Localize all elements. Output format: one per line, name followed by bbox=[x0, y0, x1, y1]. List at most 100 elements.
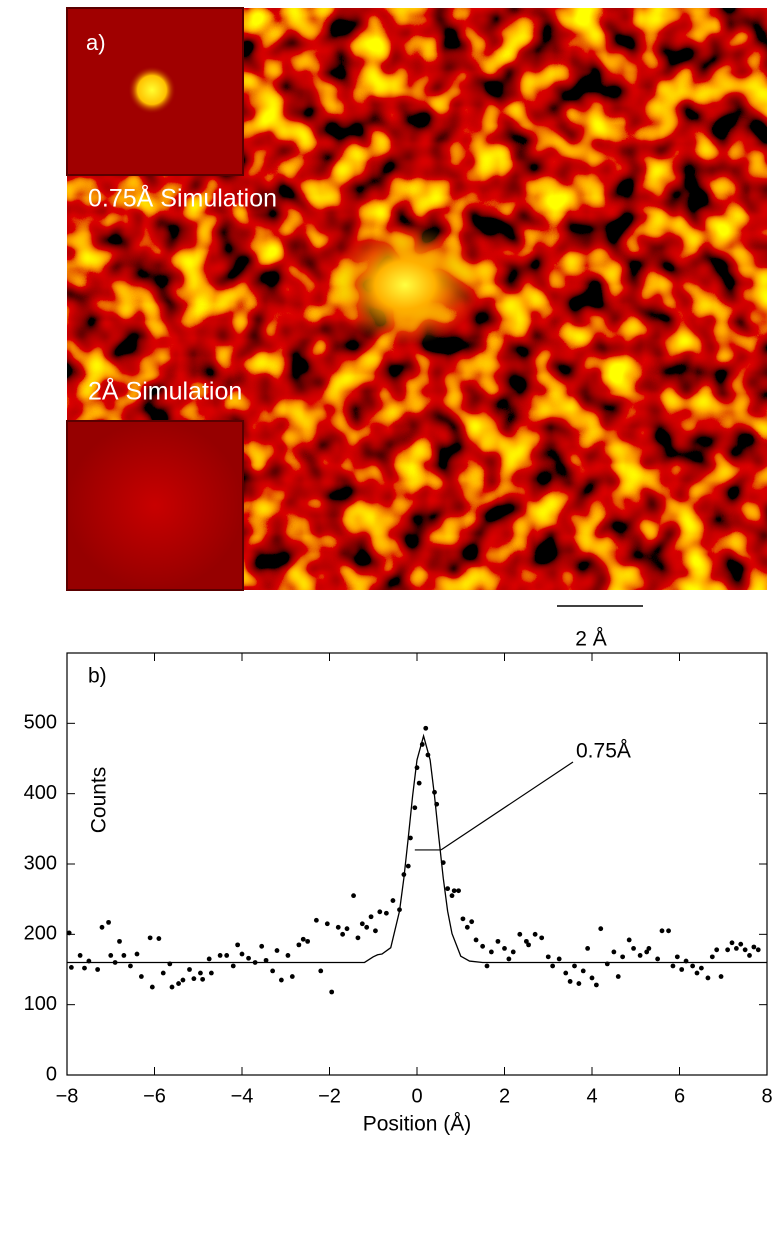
plot: −8 −6 −4 −2 0 2 4 6 8 0 100 200 300 400 500 Position (Å… bbox=[24, 652, 773, 1136]
data-point bbox=[390, 898, 396, 903]
data-point bbox=[289, 974, 295, 979]
data-point bbox=[335, 924, 341, 930]
data-point bbox=[313, 917, 319, 923]
data-point bbox=[138, 974, 144, 979]
data-point bbox=[246, 955, 251, 961]
data-point bbox=[300, 936, 306, 942]
data-point bbox=[351, 893, 356, 899]
data-point bbox=[191, 976, 197, 982]
data-point bbox=[593, 982, 599, 988]
data-point bbox=[473, 937, 479, 943]
x-tick-label: 6 bbox=[674, 1085, 685, 1107]
data-point bbox=[373, 928, 378, 934]
data-point bbox=[217, 953, 223, 958]
x-tick-label: −4 bbox=[231, 1085, 254, 1107]
y-tick-label: 400 bbox=[24, 782, 57, 804]
data-point bbox=[66, 930, 72, 936]
data-point bbox=[359, 921, 365, 927]
data-point bbox=[99, 924, 105, 930]
data-point bbox=[510, 949, 516, 955]
inset-bottom-label: 2Å Simulation bbox=[88, 376, 242, 406]
data-point bbox=[340, 931, 346, 937]
data-point bbox=[285, 953, 291, 958]
data-point bbox=[698, 965, 704, 971]
scale-bar-label: 2 Å bbox=[575, 628, 607, 651]
data-point bbox=[147, 935, 153, 941]
inset-dot bbox=[128, 66, 176, 114]
data-point bbox=[383, 910, 389, 916]
data-point bbox=[95, 967, 101, 972]
data-point bbox=[532, 931, 538, 937]
x-tick-label: 0 bbox=[411, 1085, 422, 1107]
data-point bbox=[615, 974, 621, 979]
data-point bbox=[539, 935, 545, 941]
data-point bbox=[344, 926, 350, 932]
data-point bbox=[585, 946, 591, 951]
data-point bbox=[464, 924, 470, 930]
data-point bbox=[502, 946, 507, 951]
data-point bbox=[121, 953, 127, 958]
data-point bbox=[655, 956, 661, 962]
data-point bbox=[506, 956, 512, 962]
data-point bbox=[187, 967, 192, 972]
data-point bbox=[576, 981, 582, 986]
data-point bbox=[423, 725, 429, 731]
data-point bbox=[82, 965, 87, 971]
data-point bbox=[278, 977, 284, 983]
y-tick-label: 100 bbox=[24, 993, 57, 1015]
data-point bbox=[709, 954, 715, 960]
data-point bbox=[567, 979, 573, 984]
data-point bbox=[460, 916, 466, 922]
data-point bbox=[77, 953, 83, 958]
inset-top-label: 0.75Å Simulation bbox=[88, 183, 277, 213]
data-point bbox=[523, 938, 529, 944]
y-tick-label: 0 bbox=[46, 1063, 57, 1085]
data-point bbox=[169, 984, 175, 990]
data-point bbox=[416, 780, 422, 786]
data-point bbox=[670, 963, 676, 969]
image-panel: a) 0.75Å Simulation 2Å Simulation 2 Å bbox=[66, 7, 767, 651]
data-point bbox=[180, 977, 186, 983]
data-point bbox=[714, 947, 720, 953]
data-point bbox=[449, 893, 455, 899]
data-point bbox=[198, 970, 203, 976]
data-point bbox=[239, 951, 245, 957]
x-tick-label: 4 bbox=[586, 1085, 597, 1107]
panel-label: b) bbox=[88, 665, 107, 688]
data-point bbox=[550, 963, 556, 969]
inset-top bbox=[66, 7, 244, 176]
data-point bbox=[405, 863, 411, 869]
panel-label: a) bbox=[86, 30, 106, 55]
data-point bbox=[751, 944, 757, 950]
data-point bbox=[755, 947, 761, 953]
data-point bbox=[355, 935, 361, 941]
data-point bbox=[200, 976, 206, 982]
data-point bbox=[747, 953, 752, 958]
y-tick-label: 200 bbox=[24, 923, 57, 945]
annotation-leader bbox=[440, 761, 574, 851]
central-blob bbox=[330, 225, 480, 345]
data-point bbox=[589, 975, 595, 981]
data-point bbox=[733, 946, 739, 951]
data-point bbox=[705, 975, 711, 981]
fit-line bbox=[67, 733, 767, 964]
data-point bbox=[742, 947, 748, 953]
data-point bbox=[224, 953, 230, 958]
data-point bbox=[68, 964, 74, 970]
data-point bbox=[230, 963, 236, 969]
data-point bbox=[451, 888, 457, 894]
data-point bbox=[488, 949, 494, 955]
data-point bbox=[134, 951, 140, 957]
data-point bbox=[646, 946, 652, 951]
data-point bbox=[659, 928, 665, 934]
y-axis-label: Counts bbox=[88, 767, 111, 834]
data-point bbox=[324, 921, 330, 927]
data-point bbox=[563, 970, 569, 976]
plot-frame bbox=[66, 652, 768, 1076]
data-point bbox=[106, 919, 111, 925]
x-tick-label: −2 bbox=[318, 1085, 341, 1107]
inset-bottom bbox=[66, 420, 244, 591]
x-tick-label: −8 bbox=[56, 1085, 79, 1107]
